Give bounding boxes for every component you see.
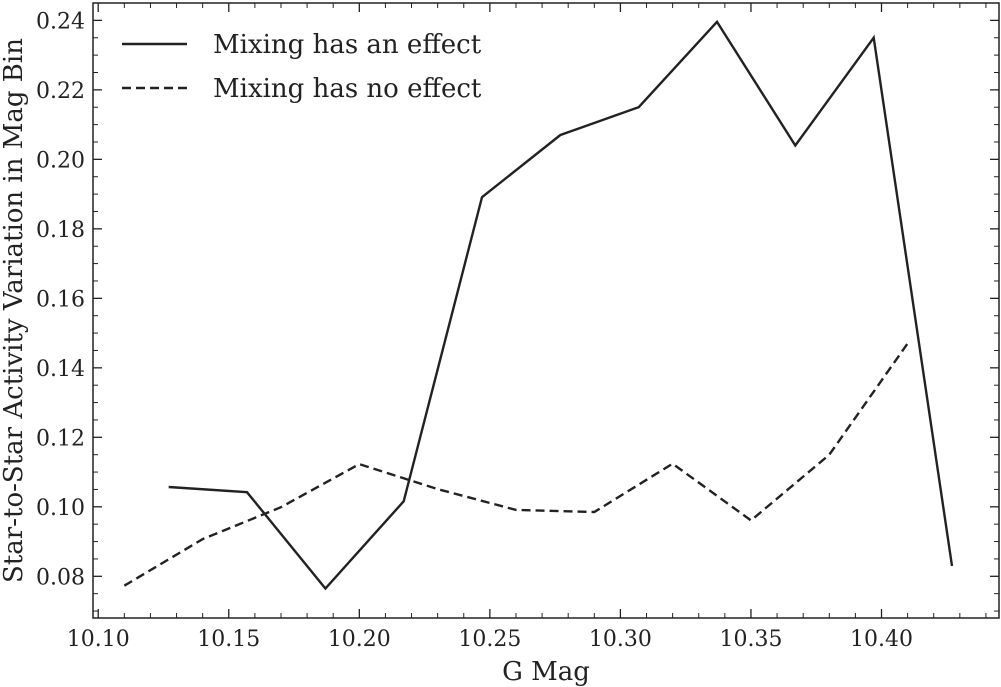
plot-frame <box>92 2 1000 619</box>
plot-area <box>92 2 1000 619</box>
legend: Mixing has an effect Mixing has no effect <box>122 30 482 104</box>
y-tick-label: 0.20 <box>36 148 85 173</box>
y-tick-label: 0.14 <box>36 357 85 382</box>
x-axis-label: G Mag <box>502 657 590 687</box>
legend-label-1: Mixing has an effect <box>213 30 482 60</box>
legend-label-2: Mixing has no effect <box>213 74 482 104</box>
x-tick-label: 10.15 <box>197 627 260 652</box>
x-tick-label: 10.25 <box>458 627 521 652</box>
series-line-2 <box>123 342 909 587</box>
x-tick-label: 10.40 <box>850 627 913 652</box>
x-tick-label: 10.35 <box>719 627 782 652</box>
y-tick-label: 0.18 <box>36 218 85 243</box>
x-axis: 10.10 10.15 10.20 10.25 10.30 10.35 10.40 <box>67 3 987 652</box>
series-layer <box>123 19 954 591</box>
y-tick-label: 0.16 <box>36 287 85 312</box>
y-axis-label: Star-to-Star Activity Variation in Mag B… <box>0 38 29 583</box>
y-tick-label: 0.10 <box>36 496 85 521</box>
y-tick-label: 0.08 <box>36 565 85 590</box>
y-tick-label: 0.12 <box>36 426 85 451</box>
y-tick-label: 0.24 <box>36 9 85 34</box>
y-axis: 0.08 0.10 0.12 0.14 0.16 0.18 0.20 0.22 0.24 <box>36 9 999 612</box>
x-tick-label: 10.30 <box>589 627 652 652</box>
x-tick-label: 10.10 <box>67 627 130 652</box>
y-tick-label: 0.22 <box>36 79 85 104</box>
series-line-1 <box>168 19 954 591</box>
x-tick-label: 10.20 <box>328 627 391 652</box>
